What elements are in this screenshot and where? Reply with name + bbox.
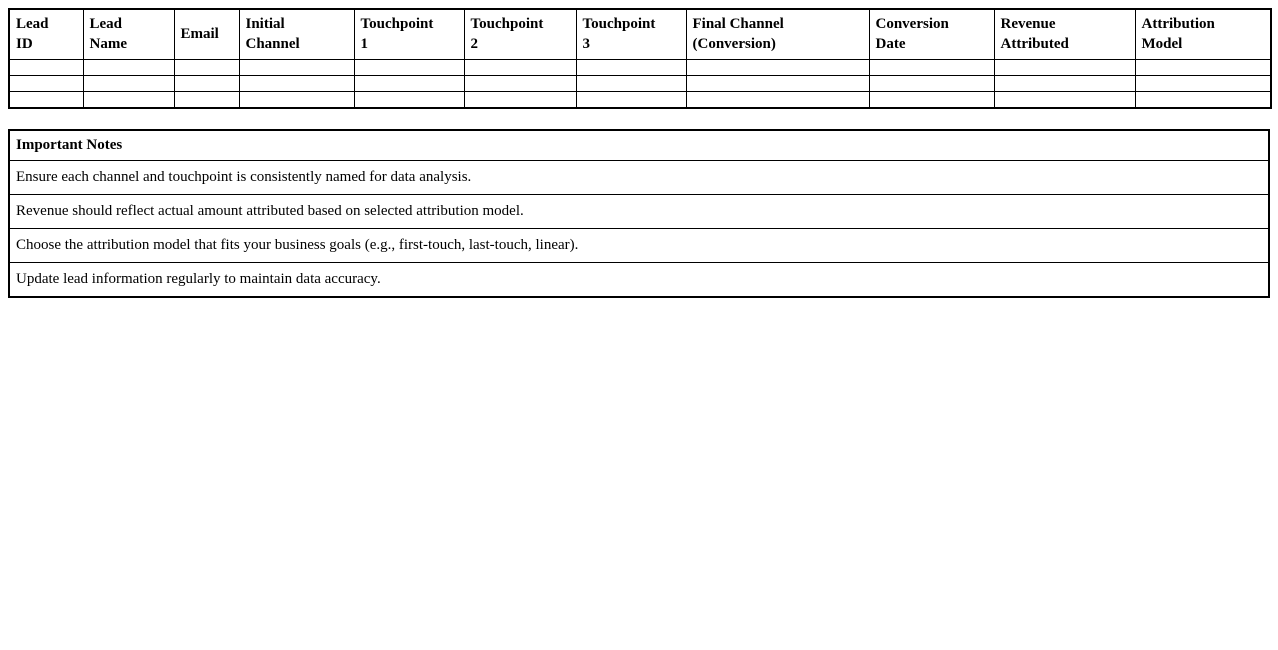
empty-cell (238, 59, 355, 76)
column-header-initial-channel: Initial Channel (238, 8, 355, 60)
empty-cell (868, 59, 995, 76)
note-item: Ensure each channel and touchpoint is co… (8, 160, 1270, 195)
lead-table-header-row: Lead ID Lead Name Email Initial Channel … (8, 8, 1272, 60)
empty-cell (238, 75, 355, 92)
column-header-lead-name: Lead Name (82, 8, 175, 60)
empty-cell (575, 91, 687, 109)
empty-cell (1134, 91, 1272, 109)
empty-cell (353, 59, 465, 76)
column-header-touchpoint-1: Touchpoint 1 (353, 8, 465, 60)
empty-cell (8, 59, 84, 76)
column-header-email: Email (173, 8, 240, 60)
empty-cell (82, 91, 175, 109)
note-item: Update lead information regularly to mai… (8, 262, 1270, 298)
empty-cell (8, 91, 84, 109)
empty-cell (463, 91, 577, 109)
empty-cell (685, 59, 870, 76)
note-item: Revenue should reflect actual amount att… (8, 194, 1270, 229)
empty-cell (173, 59, 240, 76)
note-item: Choose the attribution model that fits y… (8, 228, 1270, 263)
lead-table-row (8, 75, 1272, 92)
lead-table-row (8, 91, 1272, 109)
empty-cell (1134, 59, 1272, 76)
column-header-conversion-date: Conversion Date (868, 8, 995, 60)
column-header-attribution-model: Attribution Model (1134, 8, 1272, 60)
empty-cell (353, 75, 465, 92)
empty-cell (463, 75, 577, 92)
empty-cell (8, 75, 84, 92)
note-row: Ensure each channel and touchpoint is co… (8, 160, 1270, 195)
empty-cell (685, 75, 870, 92)
empty-cell (868, 75, 995, 92)
notes-title: Important Notes (8, 129, 1270, 161)
column-header-touchpoint-2: Touchpoint 2 (463, 8, 577, 60)
notes-header-row: Important Notes (8, 129, 1270, 161)
column-header-lead-id: Lead ID (8, 8, 84, 60)
empty-cell (238, 91, 355, 109)
empty-cell (173, 91, 240, 109)
column-header-revenue-attributed: Revenue Attributed (993, 8, 1136, 60)
empty-cell (993, 75, 1136, 92)
empty-cell (993, 91, 1136, 109)
empty-cell (685, 91, 870, 109)
note-row: Choose the attribution model that fits y… (8, 228, 1270, 263)
empty-cell (463, 59, 577, 76)
empty-cell (575, 59, 687, 76)
content-area: Lead ID Lead Name Email Initial Channel … (0, 0, 1278, 306)
note-row: Update lead information regularly to mai… (8, 262, 1270, 298)
empty-cell (993, 59, 1136, 76)
column-header-touchpoint-3: Touchpoint 3 (575, 8, 687, 60)
empty-cell (82, 59, 175, 76)
column-header-final-channel: Final Channel (Conversion) (685, 8, 870, 60)
empty-cell (82, 75, 175, 92)
empty-cell (868, 91, 995, 109)
lead-tracking-table: Lead ID Lead Name Email Initial Channel … (8, 8, 1272, 109)
empty-cell (575, 75, 687, 92)
note-row: Revenue should reflect actual amount att… (8, 194, 1270, 229)
lead-table-row (8, 59, 1272, 76)
empty-cell (173, 75, 240, 92)
important-notes-table: Important Notes Ensure each channel and … (8, 129, 1270, 298)
empty-cell (353, 91, 465, 109)
empty-cell (1134, 75, 1272, 92)
